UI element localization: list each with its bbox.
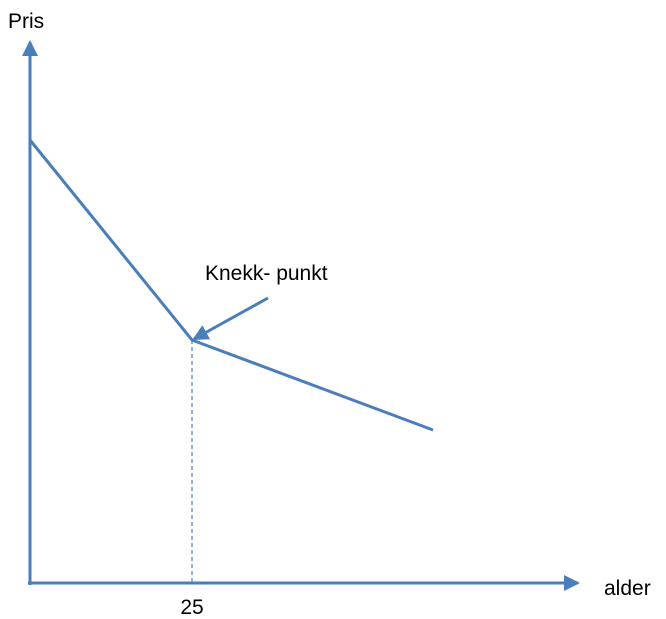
price-line	[28, 139, 434, 432]
annotation: Knekk- punkt	[205, 262, 328, 285]
y-axis-label: Pris	[8, 10, 44, 33]
x-marker-label: 25	[180, 596, 203, 619]
x-axis-label: alder	[604, 577, 651, 600]
annotation-arrow	[192, 296, 269, 341]
